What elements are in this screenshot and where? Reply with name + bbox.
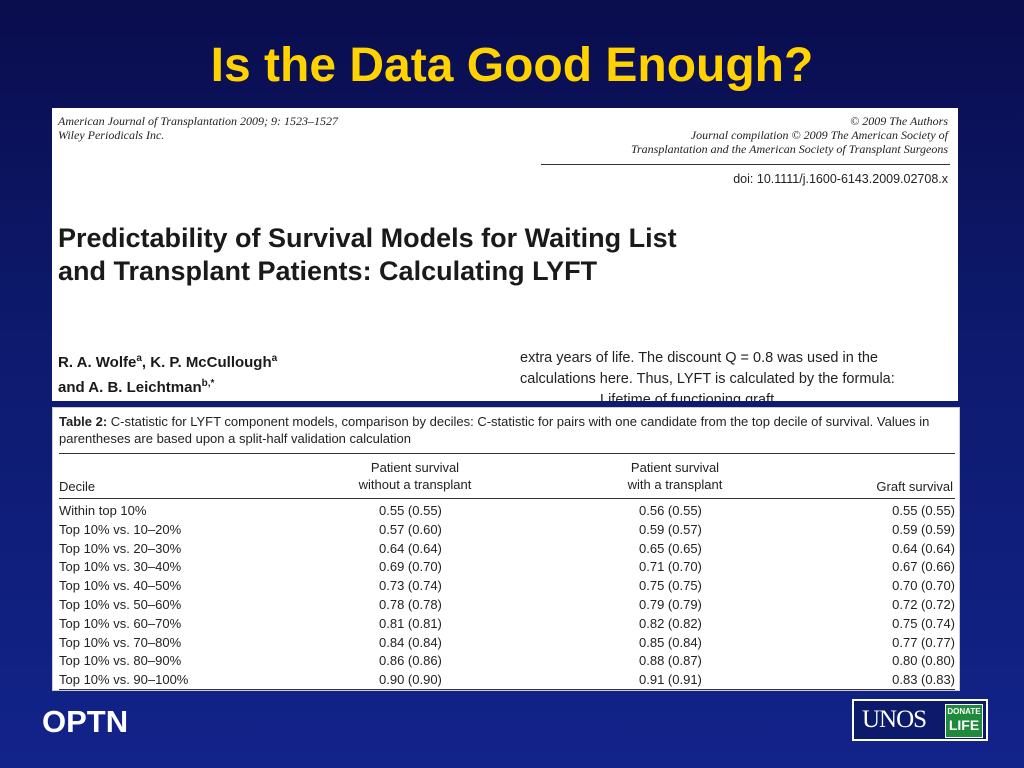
journal-citation: American Journal of Transplantation 2009… [58, 114, 338, 142]
cell-survival-without-transplant: 0.84 (0.84) [379, 634, 442, 650]
cell-graft-survival: 0.75 (0.74) [892, 615, 955, 631]
paper-header-excerpt: American Journal of Transplantation 2009… [52, 108, 958, 401]
donate-life-line-1: DONATE [947, 707, 981, 716]
cell-decile: Within top 10% [59, 503, 147, 518]
cell-decile: Top 10% vs. 90–100% [59, 672, 189, 688]
table-row: Top 10% vs. 60–70% 0.81 (0.81) 0.82 (0.82)… [53, 615, 959, 634]
cell-decile: Top 10% vs. 10–20% [59, 521, 182, 537]
cell-survival-without-transplant: 0.86 (0.86) [379, 653, 442, 669]
paper-title-line-2: and Transplant Patients: Calculating LYF… [58, 256, 598, 286]
doi: doi: 10.1111/j.1600-6143.2009.02708.x [733, 172, 948, 186]
cell-graft-survival: 0.77 (0.77) [892, 634, 955, 650]
cell-survival-with-transplant: 0.71 (0.70) [639, 559, 702, 575]
copyright-line-3: Transplantation and the American Society… [630, 142, 948, 156]
cell-survival-with-transplant: 0.56 (0.55) [639, 503, 702, 518]
cell-survival-with-transplant: 0.75 (0.75) [639, 578, 702, 594]
header-divider [541, 164, 950, 165]
header-col2-line-2: with a transplant [627, 477, 723, 492]
authors: R. A. Wolfea, K. P. McCullougha and A. B… [58, 348, 277, 398]
donate-life-badge: DONATE LIFE [945, 704, 983, 738]
author-mccullough: , K. P. McCullough [141, 354, 272, 371]
table-caption-label: Table 2: [59, 414, 108, 429]
header-col2-line-1: Patient survival [630, 460, 720, 475]
author-leichtman: and A. B. Leichtman [58, 379, 202, 396]
author-wolfe: R. A. Wolfe [58, 354, 137, 371]
cell-graft-survival: 0.59 (0.59) [892, 521, 955, 537]
header-col1-line-2: without a transplant [358, 477, 472, 492]
table-row: Top 10% vs. 20–30% 0.64 (0.64) 0.65 (0.65)… [53, 540, 959, 559]
affiliation-a: a [136, 353, 142, 364]
table-caption-text: C-statistic for LYFT component models, c… [59, 414, 930, 446]
cell-survival-without-transplant: 0.55 (0.55) [379, 503, 442, 518]
copyright-line-2: Journal compilation © 2009 The American … [690, 128, 948, 142]
cell-survival-with-transplant: 0.82 (0.82) [639, 615, 702, 631]
optn-label: OPTN [42, 704, 129, 739]
table-bottom-rule [59, 689, 955, 690]
paper-title-line-1: Predictability of Survival Models for Wa… [58, 223, 677, 253]
header-col3: Graft survival [876, 479, 953, 494]
cell-survival-without-transplant: 0.64 (0.64) [379, 540, 442, 556]
journal-line-2: Wiley Periodicals Inc. [58, 128, 165, 142]
header-col2: Patient survival with a transplant [575, 459, 775, 493]
cell-decile: Top 10% vs. 30–40% [59, 559, 182, 575]
table-2: Table 2: C-statistic for LYFT component … [52, 407, 960, 691]
cell-survival-with-transplant: 0.79 (0.79) [639, 597, 702, 612]
authors-line-1: R. A. Wolfea, K. P. McCullougha [58, 348, 277, 373]
excerpt-line-1: extra years of life. The discount Q = 0.… [520, 350, 878, 366]
cell-graft-survival: 0.83 (0.83) [892, 672, 955, 688]
cell-survival-without-transplant: 0.73 (0.74) [379, 578, 442, 594]
cell-survival-without-transplant: 0.69 (0.70) [379, 559, 442, 575]
cell-survival-without-transplant: 0.90 (0.90) [379, 672, 442, 688]
donate-life-line-2: LIFE [948, 717, 980, 733]
cell-graft-survival: 0.64 (0.64) [892, 540, 955, 556]
paper-title: Predictability of Survival Models for Wa… [58, 222, 677, 288]
copyright-block: © 2009 The Authors Journal compilation ©… [631, 114, 948, 156]
table-row: Top 10% vs. 80–90% 0.86 (0.86) 0.88 (0.87)… [53, 652, 959, 671]
unos-logo-text: UNOS [862, 706, 927, 733]
header-col1-line-1: Patient survival [370, 460, 460, 475]
cell-survival-with-transplant: 0.88 (0.87) [639, 653, 702, 669]
body-excerpt: extra years of life. The discount Q = 0.… [520, 348, 950, 401]
cell-survival-with-transplant: 0.85 (0.84) [639, 634, 702, 650]
cell-survival-with-transplant: 0.65 (0.65) [639, 540, 702, 556]
table-row: Within top 10% 0.55 (0.55) 0.56 (0.55) 0.55… [53, 502, 959, 521]
journal-line-1: American Journal of Transplantation 2009… [58, 114, 338, 128]
cell-graft-survival: 0.55 (0.55) [892, 503, 955, 518]
table-header-rule [59, 498, 955, 499]
slide-title: Is the Data Good Enough? [210, 39, 814, 92]
table-row: Top 10% vs. 40–50% 0.73 (0.74) 0.75 (0.75)… [53, 577, 959, 596]
affiliation-a-2: a [271, 353, 278, 364]
excerpt-line-2: calculations here. Thus, LYFT is calcula… [520, 371, 895, 387]
cell-decile: Top 10% vs. 20–30% [59, 540, 182, 556]
table-row: Top 10% vs. 90–100% 0.90 (0.90) 0.91 (0.91… [53, 671, 959, 690]
table-row: Top 10% vs. 30–40% 0.69 (0.70) 0.71 (0.70)… [53, 558, 959, 577]
table-row: Top 10% vs. 10–20% 0.57 (0.60) 0.59 (0.57)… [53, 521, 959, 540]
cell-graft-survival: 0.72 (0.72) [892, 597, 955, 612]
cell-graft-survival: 0.67 (0.66) [892, 559, 955, 575]
header-decile: Decile [59, 479, 96, 494]
excerpt-line-3: Lifetime of functioning graft [600, 392, 775, 401]
header-col1: Patient survival without a transplant [315, 459, 515, 493]
cell-survival-without-transplant: 0.57 (0.60) [379, 521, 442, 537]
cell-decile: Top 10% vs. 70–80% [59, 634, 182, 650]
cell-survival-without-transplant: 0.81 (0.81) [379, 615, 442, 631]
cell-decile: Top 10% vs. 40–50% [59, 578, 182, 594]
table-caption: Table 2: C-statistic for LYFT component … [59, 413, 955, 447]
cell-decile: Top 10% vs. 50–60% [59, 597, 182, 612]
table-row: Top 10% vs. 50–60% 0.78 (0.78) 0.79 (0.79)… [53, 596, 959, 615]
cell-graft-survival: 0.80 (0.80) [892, 653, 955, 669]
table-row: Top 10% vs. 70–80% 0.84 (0.84) 0.85 (0.84)… [53, 634, 959, 653]
affiliation-b: b,* [201, 378, 215, 389]
cell-decile: Top 10% vs. 60–70% [59, 615, 182, 631]
cell-survival-with-transplant: 0.59 (0.57) [639, 521, 702, 537]
authors-line-2: and A. B. Leichtmanb,* [58, 373, 277, 398]
copyright-line-1: © 2009 The Authors [850, 114, 948, 128]
cell-decile: Top 10% vs. 80–90% [59, 653, 182, 669]
cell-graft-survival: 0.70 (0.70) [892, 578, 955, 594]
table-top-rule [59, 453, 955, 454]
cell-survival-with-transplant: 0.91 (0.91) [639, 672, 702, 688]
unos-logo: UNOS DONATE LIFE [852, 699, 988, 741]
cell-survival-without-transplant: 0.78 (0.78) [379, 597, 442, 612]
